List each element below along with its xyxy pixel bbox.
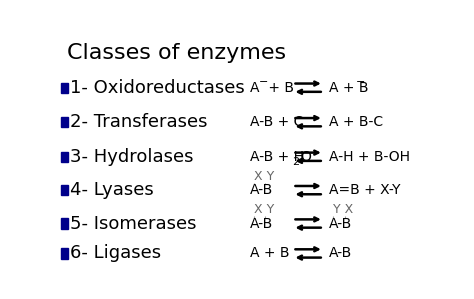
- Bar: [61, 152, 68, 162]
- Text: A-H + B-OH: A-H + B-OH: [329, 150, 410, 164]
- Text: + B: + B: [264, 81, 294, 95]
- Bar: [61, 117, 68, 127]
- Text: 3- Hydrolases: 3- Hydrolases: [70, 148, 194, 166]
- Text: O: O: [300, 150, 311, 164]
- Bar: [61, 185, 68, 195]
- Text: A + B: A + B: [250, 246, 290, 260]
- Text: A + B-C: A + B-C: [329, 115, 383, 129]
- Text: A-B: A-B: [329, 246, 353, 260]
- Text: X Y: X Y: [254, 170, 274, 183]
- Text: 2: 2: [292, 157, 300, 167]
- Text: X Y: X Y: [254, 203, 274, 216]
- Text: 6- Ligases: 6- Ligases: [70, 245, 161, 263]
- Text: A=B + X-Y: A=B + X-Y: [329, 183, 401, 197]
- Text: 4- Lyases: 4- Lyases: [70, 181, 154, 199]
- Text: A-B: A-B: [250, 183, 273, 197]
- Text: −: −: [356, 77, 365, 87]
- Bar: [61, 248, 68, 259]
- Bar: [61, 83, 68, 93]
- Text: A: A: [250, 81, 260, 95]
- Bar: [61, 218, 68, 229]
- Text: 2- Transferases: 2- Transferases: [70, 113, 208, 131]
- Text: Y X: Y X: [333, 203, 353, 216]
- Text: A-B + C: A-B + C: [250, 115, 304, 129]
- Text: A-B: A-B: [329, 216, 353, 231]
- Text: A + B: A + B: [329, 81, 369, 95]
- Text: Classes of enzymes: Classes of enzymes: [66, 43, 286, 63]
- Text: −: −: [258, 77, 268, 87]
- Text: A-B: A-B: [250, 216, 273, 231]
- Text: 5- Isomerases: 5- Isomerases: [70, 214, 197, 233]
- Text: 1- Oxidoreductases: 1- Oxidoreductases: [70, 79, 245, 97]
- Text: A-B + H: A-B + H: [250, 150, 304, 164]
